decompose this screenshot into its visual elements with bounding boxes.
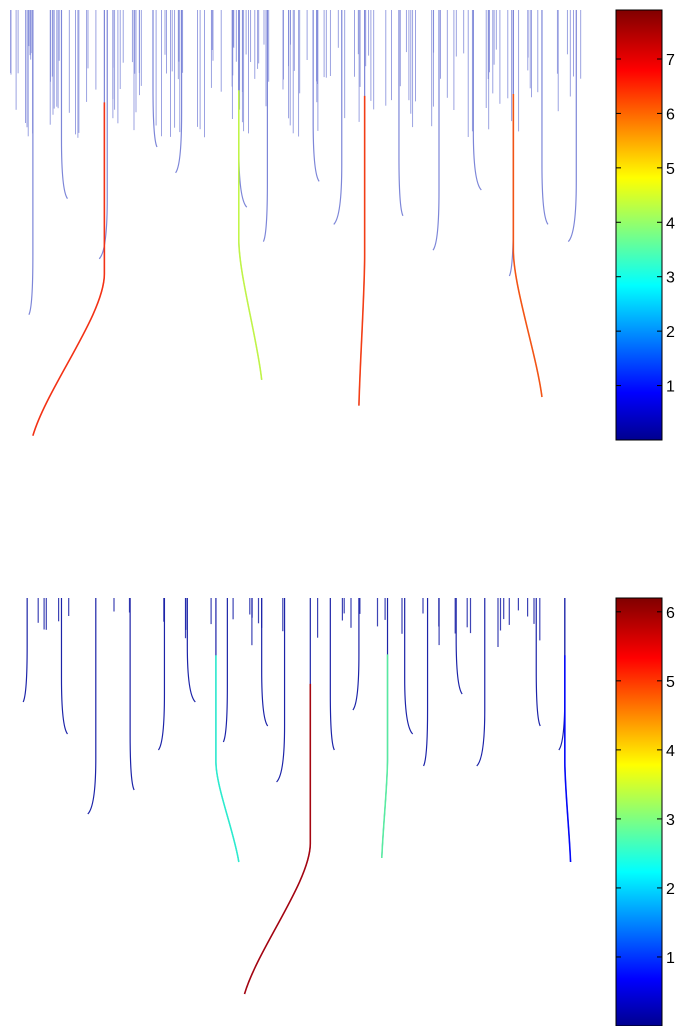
bottom-colorbar-tick-label: 3	[666, 812, 675, 829]
bottom-finger	[404, 598, 414, 735]
top-colorbar: 1 2 3 4 5 6 7	[615, 9, 675, 441]
bottom-finger	[261, 598, 269, 727]
top-colorbar-tick-label: 4	[666, 215, 675, 232]
bottom-colorbar-tick-label: 2	[666, 881, 675, 898]
top-colorbar-tick-label: 5	[666, 161, 675, 178]
top-finger	[567, 10, 577, 243]
bottom-finger	[352, 598, 360, 711]
bottom-colorbar-bar	[615, 597, 663, 1026]
bottom-finger	[535, 598, 541, 727]
top-colorbar-tick-label: 2	[666, 324, 675, 341]
bottom-colorbar-ticks: 1 2 3 4 5 6	[616, 605, 675, 967]
top-finger	[98, 10, 108, 260]
top-finger	[152, 10, 158, 148]
bottom-colorbar-tick-label: 4	[666, 743, 675, 760]
bottom-plot: 1 2 3 4 5 6	[22, 597, 675, 1026]
bottom-finger	[558, 598, 566, 751]
top-main-finger	[238, 90, 263, 380]
bottom-finger	[129, 598, 135, 791]
bottom-finger	[476, 598, 486, 767]
top-main-finger	[358, 95, 366, 406]
bottom-main-finger	[381, 654, 389, 859]
bottom-finger	[87, 598, 97, 815]
bottom-finger	[329, 598, 335, 751]
bottom-colorbar-tick-label: 1	[666, 950, 675, 967]
top-finger	[432, 10, 440, 251]
bottom-finger	[222, 598, 228, 743]
top-colorbar-tick-label: 3	[666, 270, 675, 287]
bottom-finger	[22, 598, 28, 703]
top-finger	[472, 10, 482, 191]
top-main-finger	[32, 102, 106, 436]
top-plot: 1 2 3 4 5 6 7	[10, 9, 675, 441]
bottom-colorbar-tick-label: 6	[666, 605, 675, 622]
bottom-main-finger	[215, 655, 240, 863]
top-finger	[262, 10, 268, 242]
bottom-finger	[157, 598, 166, 751]
top-colorbar-bar	[615, 9, 663, 441]
bottom-main-finger	[564, 655, 572, 863]
top-finger	[333, 10, 343, 225]
bottom-main-finger-base	[243, 598, 311, 995]
bottom-finger	[276, 598, 286, 783]
top-colorbar-tick-label: 1	[666, 379, 675, 396]
top-main-finger-base	[32, 10, 105, 436]
bottom-plot-area	[22, 598, 572, 995]
top-finger	[175, 10, 183, 174]
top-colorbar-tick-label: 6	[666, 106, 675, 123]
top-colorbar-ticks: 1 2 3 4 5 6 7	[616, 52, 675, 396]
bottom-finger	[60, 598, 68, 735]
top-finger	[60, 10, 68, 199]
bottom-finger	[455, 598, 463, 695]
bottom-main-finger	[243, 683, 312, 995]
top-colorbar-tick-label: 7	[666, 52, 675, 69]
top-finger	[541, 10, 549, 225]
top-finger	[28, 10, 34, 315]
bottom-finger	[186, 598, 196, 703]
top-plot-area	[10, 10, 582, 436]
top-finger	[312, 10, 320, 182]
top-finger	[398, 10, 404, 217]
bottom-finger	[423, 598, 429, 767]
bottom-colorbar-tick-label: 5	[666, 674, 675, 691]
bottom-colorbar: 1 2 3 4 5 6	[615, 597, 675, 1026]
top-main-finger	[512, 93, 543, 398]
